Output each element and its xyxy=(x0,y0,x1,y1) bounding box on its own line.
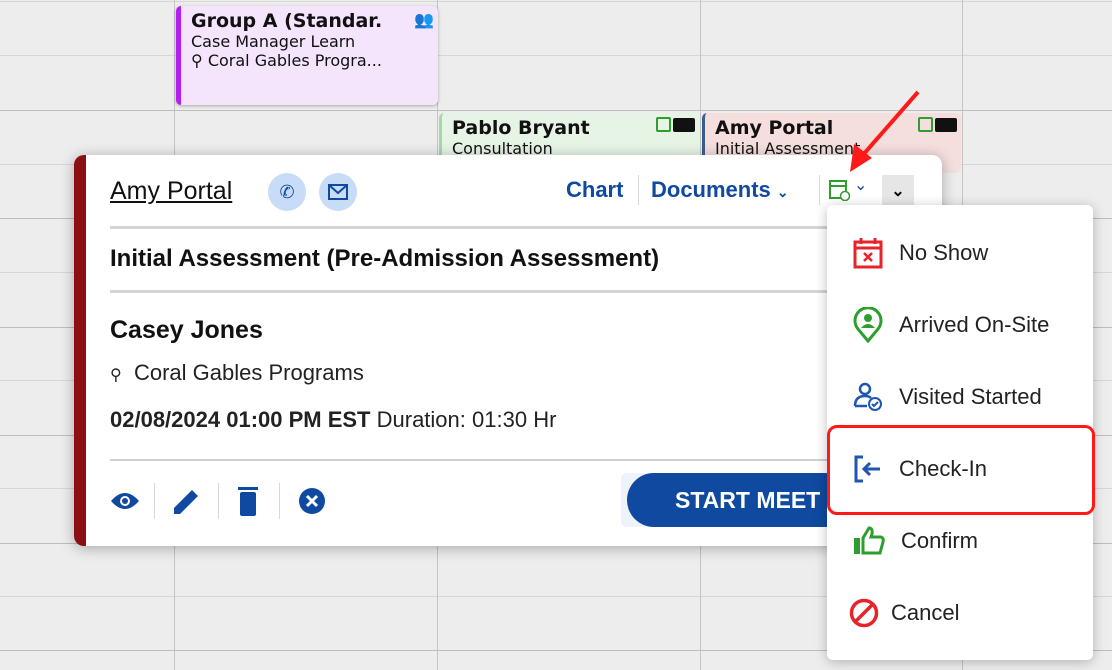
chart-link[interactable]: Chart xyxy=(566,177,624,202)
group-icon: 👥 xyxy=(414,10,434,29)
location-pin-icon: ⚲ xyxy=(191,51,203,70)
chevron-down-icon: ⌄ xyxy=(776,184,789,200)
cancel-appointment-icon[interactable] xyxy=(298,487,326,515)
duration-value: 01:30 Hr xyxy=(472,407,557,432)
menu-item-label: Visited Started xyxy=(899,384,1042,409)
event-subtitle: Initial Assessment xyxy=(715,139,861,158)
chevron-down-icon: ⌄ xyxy=(854,177,868,194)
view-icon[interactable] xyxy=(110,491,140,511)
menu-item-label: Cancel xyxy=(891,600,960,625)
menu-item-label: Confirm xyxy=(901,528,979,553)
email-button[interactable] xyxy=(319,173,357,211)
event-title: Pablo Bryant xyxy=(452,117,590,139)
thumbs-up-icon xyxy=(854,526,885,555)
event-subtitle: Consultation xyxy=(452,139,553,158)
calendar-clock-icon xyxy=(829,180,851,202)
ban-icon xyxy=(849,598,879,628)
phone-button[interactable]: ✆ xyxy=(268,173,306,211)
calendar-clock-icon xyxy=(918,117,933,132)
annotation-arrow-icon xyxy=(850,90,920,172)
video-icon xyxy=(673,118,695,132)
duration-label: Duration: xyxy=(376,407,466,432)
menu-item-visited-started[interactable]: Visited Started xyxy=(827,361,1093,433)
video-icon xyxy=(935,118,957,132)
status-dropdown-button[interactable]: ⌄ xyxy=(828,177,872,205)
location-pin-icon: ⚲ xyxy=(110,367,122,384)
location-person-icon xyxy=(853,307,883,343)
client-name-link[interactable]: Amy Portal xyxy=(110,177,233,205)
menu-item-label: Check-In xyxy=(899,456,988,481)
more-options-button[interactable]: ⌄ xyxy=(882,175,914,207)
user-check-icon xyxy=(853,382,882,411)
event-title: Group A (Standar. xyxy=(191,10,383,32)
menu-item-check-in[interactable]: Check-In xyxy=(827,433,1093,505)
check-in-highlight-annotation xyxy=(827,425,1095,515)
menu-item-confirm[interactable]: Confirm xyxy=(827,505,1093,577)
delete-icon[interactable] xyxy=(237,485,259,517)
menu-item-no-show[interactable]: No Show xyxy=(827,217,1093,289)
calendar-event-group-a[interactable]: Group A (Standar. 👥 Case Manager Learn ⚲… xyxy=(176,6,438,105)
menu-item-arrived-on-site[interactable]: Arrived On-Site xyxy=(827,289,1093,361)
location: Coral Gables Programs xyxy=(133,360,364,385)
sign-in-icon xyxy=(854,455,880,483)
edit-icon[interactable] xyxy=(172,486,200,516)
appointment-datetime: 02/08/2024 01:00 PM EST xyxy=(110,407,371,432)
appointment-popup: Amy Portal ✆ Chart Documents ⌄ ⌄ ⌄ Initi… xyxy=(74,155,942,546)
menu-item-label: No Show xyxy=(899,240,989,265)
menu-item-cancel[interactable]: Cancel xyxy=(827,577,1093,649)
documents-dropdown[interactable]: Documents ⌄ xyxy=(651,177,789,203)
event-title: Amy Portal xyxy=(715,117,834,139)
calendar-x-icon xyxy=(853,238,883,269)
mail-icon xyxy=(328,184,348,200)
event-location: Coral Gables Progra... xyxy=(207,51,382,70)
menu-item-label: Arrived On-Site xyxy=(899,312,1050,337)
staff-name: Casey Jones xyxy=(110,316,263,344)
appointment-type: Initial Assessment (Pre-Admission Assess… xyxy=(110,245,660,272)
calendar-clock-icon xyxy=(656,117,671,132)
status-menu: No Show Arrived On-Site Visited Started … xyxy=(827,205,1093,660)
phone-icon: ✆ xyxy=(279,181,295,202)
documents-label: Documents xyxy=(651,177,771,202)
event-subtitle: Case Manager Learn xyxy=(191,32,356,51)
